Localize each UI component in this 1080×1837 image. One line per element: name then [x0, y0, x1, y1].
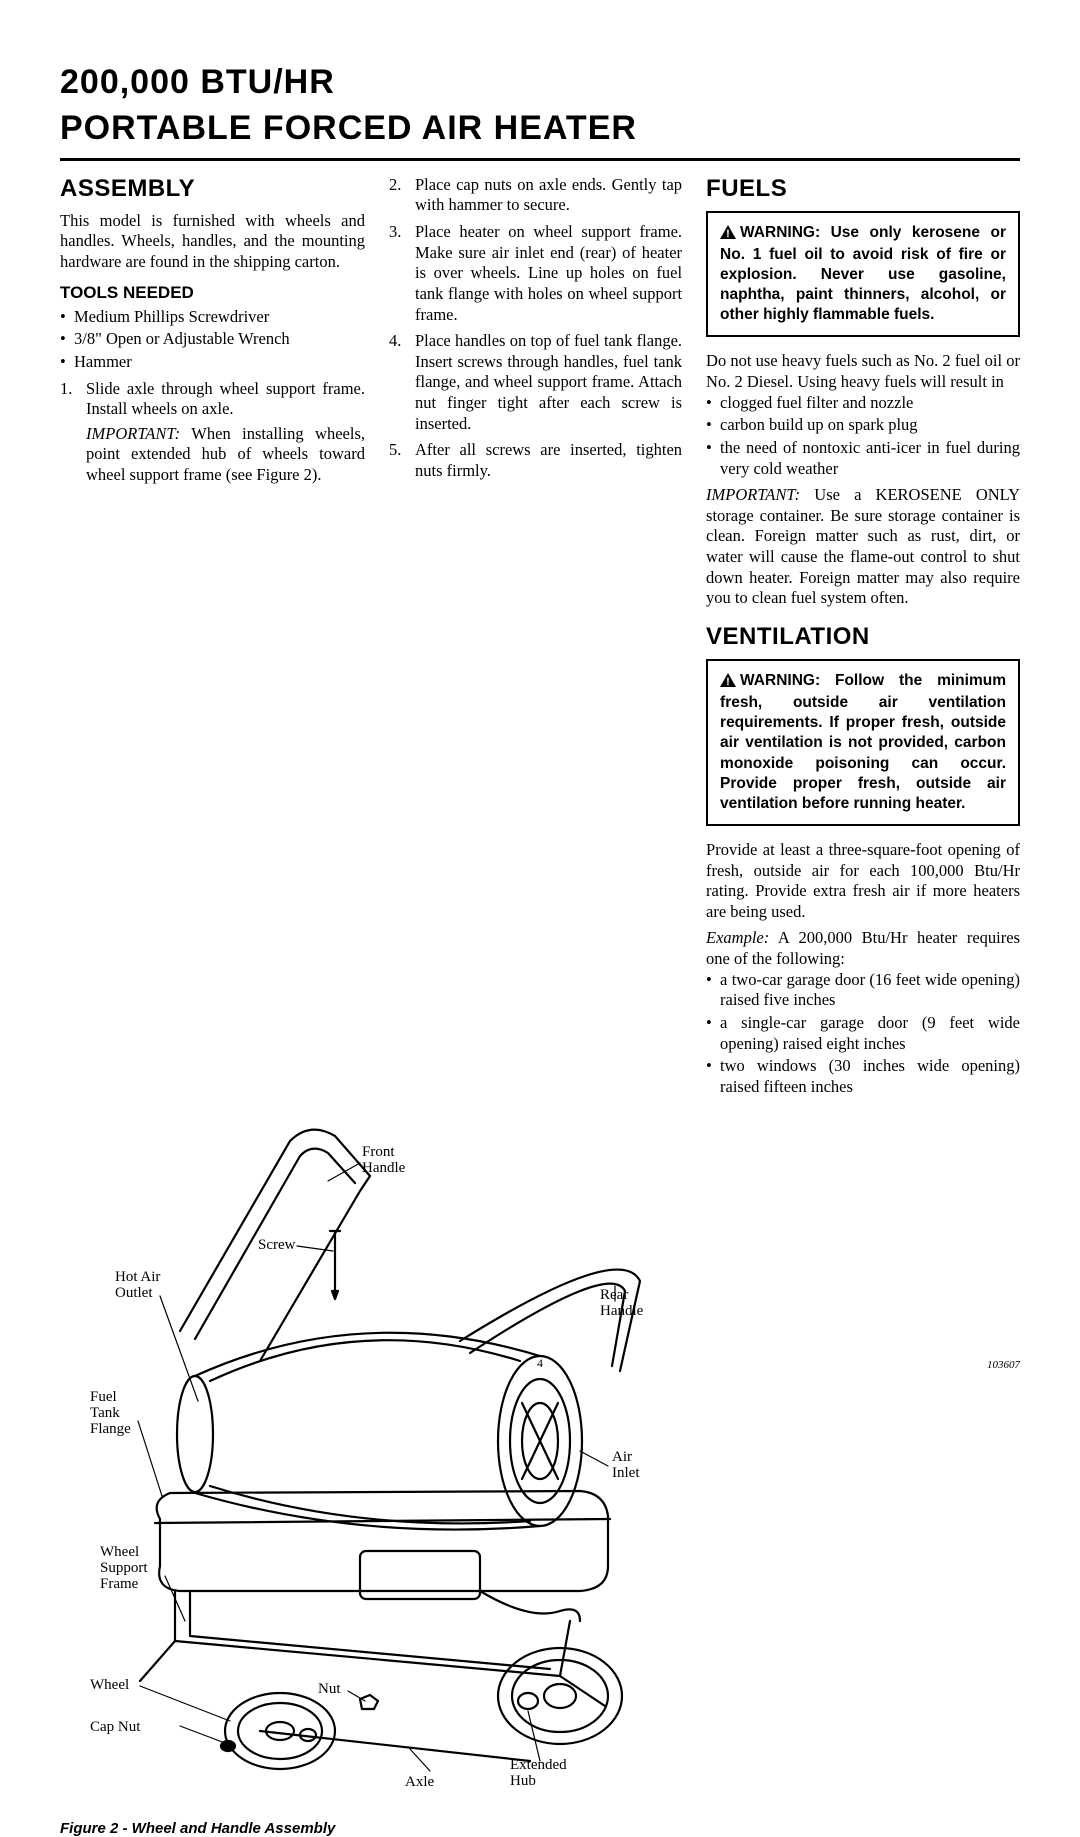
assembly-steps-left: Slide axle through wheel support frame. … — [60, 379, 365, 486]
label-axle: Axle — [405, 1774, 435, 1790]
figure-2-svg: FrontHandle Screw Hot AirOutlet RearHand… — [60, 1121, 690, 1801]
column-left: ASSEMBLY This model is furnished with wh… — [60, 175, 365, 1104]
page-footer: 4 103607 — [60, 1356, 1020, 1371]
page-number: 4 — [60, 1356, 1020, 1371]
step-1: Slide axle through wheel support frame. … — [60, 379, 365, 486]
label-front-handle: FrontHandle — [362, 1144, 406, 1176]
warning-icon: ! — [720, 673, 736, 693]
label-air-inlet: AirInlet — [612, 1449, 640, 1481]
label-wheel-support-frame: WheelSupportFrame — [100, 1544, 148, 1592]
fuels-bullet: the need of nontoxic anti-icer in fuel d… — [706, 438, 1020, 479]
fuels-bullets: clogged fuel filter and nozzle carbon bu… — [706, 393, 1020, 480]
title-line-1: 200,000 BTU/HR — [60, 63, 335, 101]
fuels-para1: Do not use heavy fuels such as No. 2 fue… — [706, 351, 1020, 392]
label-extended-hub: ExtendedHub — [510, 1757, 567, 1789]
content-columns: ASSEMBLY This model is furnished with wh… — [60, 175, 1020, 1104]
ventilation-para1: Provide at least a three-square-foot ope… — [706, 840, 1020, 923]
fuels-warning-box: ! WARNING: Use only kerosene or No. 1 fu… — [706, 211, 1020, 338]
assembly-intro: This model is furnished with wheels and … — [60, 211, 365, 273]
ventilation-warning-text: WARNING: Follow the minimum fresh, outsi… — [720, 672, 1006, 812]
column-right: FUELS ! WARNING: Use only kerosene or No… — [706, 175, 1020, 1104]
fuels-bullet: carbon build up on spark plug — [706, 415, 1020, 436]
svg-text:!: ! — [726, 676, 730, 687]
tools-list: Medium Phillips Screwdriver 3/8" Open or… — [60, 307, 365, 373]
ventilation-example: Example: A 200,000 Btu/Hr heater require… — [706, 928, 1020, 969]
fuels-important-label: IMPORTANT: — [706, 485, 800, 504]
assembly-heading: ASSEMBLY — [60, 175, 365, 203]
label-hot-air-outlet: Hot AirOutlet — [115, 1269, 160, 1301]
warning-icon: ! — [720, 225, 736, 245]
step-3: Place heater on wheel support frame. Mak… — [389, 222, 682, 325]
title-rule — [60, 158, 1020, 161]
ventilation-bullet: two windows (30 inches wide opening) rai… — [706, 1056, 1020, 1097]
step-4: Place handles on top of fuel tank flange… — [389, 331, 682, 434]
assembly-steps-mid: Place cap nuts on axle ends. Gently tap … — [389, 175, 682, 482]
step-1-note-label: IMPORTANT: — [86, 424, 180, 443]
step-5: After all screws are inserted, tighten n… — [389, 440, 682, 481]
column-middle: Place cap nuts on axle ends. Gently tap … — [389, 175, 682, 1104]
tools-heading: TOOLS NEEDED — [60, 283, 365, 303]
tool-item: Hammer — [60, 352, 365, 373]
ventilation-warning-box: ! WARNING: Follow the minimum fresh, out… — [706, 659, 1020, 826]
label-nut: Nut — [318, 1681, 341, 1697]
label-screw: Screw — [258, 1237, 296, 1253]
label-cap-nut: Cap Nut — [90, 1719, 141, 1735]
step-2: Place cap nuts on axle ends. Gently tap … — [389, 175, 682, 216]
figure-2: FrontHandle Screw Hot AirOutlet RearHand… — [60, 1121, 690, 1837]
fuels-heading: FUELS — [706, 175, 1020, 203]
ventilation-bullets: a two-car garage door (16 feet wide open… — [706, 970, 1020, 1098]
fuels-bullet: clogged fuel filter and nozzle — [706, 393, 1020, 414]
ventilation-example-label: Example: — [706, 928, 769, 947]
title-line-2: PORTABLE FORCED AIR HEATER — [60, 109, 637, 147]
ventilation-bullet: a single-car garage door (9 feet wide op… — [706, 1013, 1020, 1054]
figure-2-caption: Figure 2 - Wheel and Handle Assembly — [60, 1820, 690, 1837]
fuels-important: IMPORTANT: Use a KEROSENE ONLY storage c… — [706, 485, 1020, 609]
page-title: 200,000 BTU/HR PORTABLE FORCED AIR HEATE… — [60, 60, 1020, 152]
svg-text:!: ! — [726, 228, 730, 239]
fuels-warning-text: WARNING: Use only kerosene or No. 1 fuel… — [720, 224, 1006, 324]
tool-item: Medium Phillips Screwdriver — [60, 307, 365, 328]
step-1-text: Slide axle through wheel support frame. … — [86, 379, 365, 419]
ventilation-heading: VENTILATION — [706, 623, 1020, 651]
tool-item: 3/8" Open or Adjustable Wrench — [60, 329, 365, 350]
document-id: 103607 — [987, 1359, 1020, 1371]
ventilation-bullet: a two-car garage door (16 feet wide open… — [706, 970, 1020, 1011]
label-wheel: Wheel — [90, 1677, 129, 1693]
